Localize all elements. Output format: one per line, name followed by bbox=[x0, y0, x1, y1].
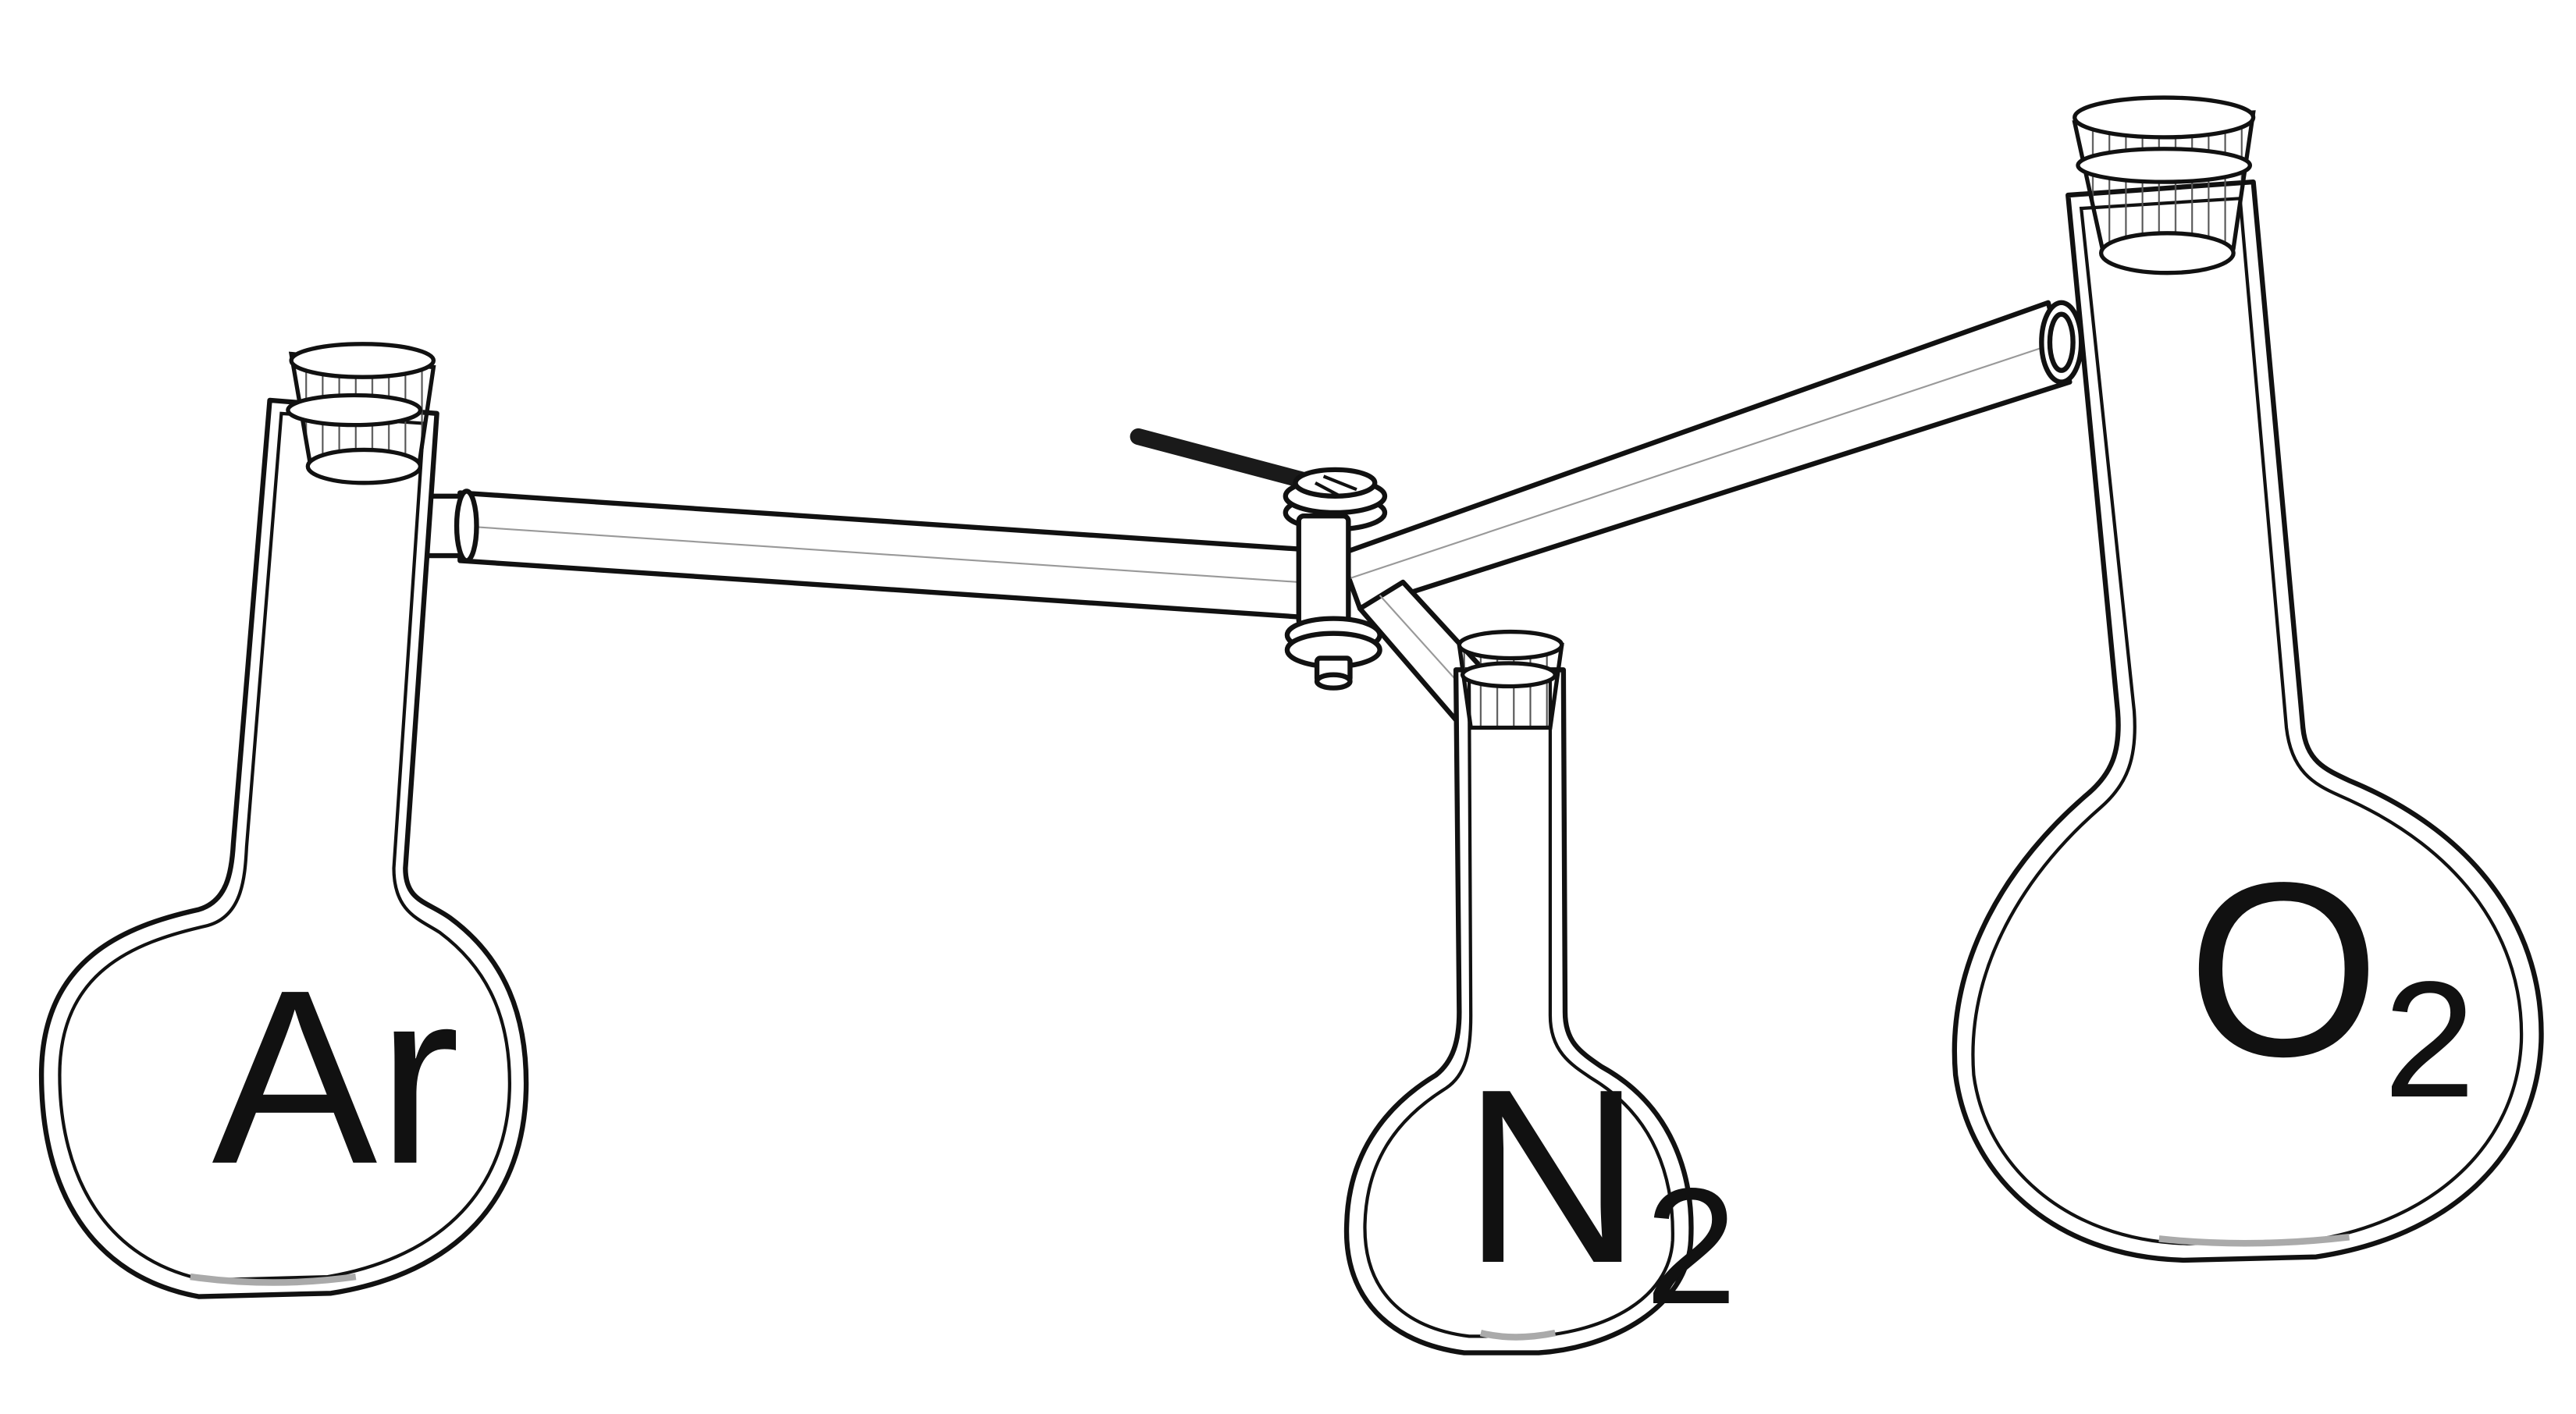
left-tube bbox=[406, 489, 1326, 621]
stopper-o2 bbox=[2072, 95, 2256, 275]
flask-ar: Ar bbox=[38, 342, 529, 1299]
flask-label-n2: N2 bbox=[1463, 1038, 1738, 1338]
connecting-tubes bbox=[406, 272, 2158, 778]
flask-label-ar: Ar bbox=[212, 939, 460, 1216]
flask-n2: N2 bbox=[1343, 629, 1738, 1355]
stopcock[interactable] bbox=[1130, 428, 1388, 691]
right-tube bbox=[1337, 272, 2158, 612]
stopper-ar bbox=[286, 342, 436, 485]
flask-label-o2: O2 bbox=[2187, 831, 2475, 1132]
stopper-n2 bbox=[1457, 629, 1564, 730]
flask-o2: O2 bbox=[1952, 95, 2544, 1263]
stopcock-handle[interactable] bbox=[1130, 428, 1315, 490]
